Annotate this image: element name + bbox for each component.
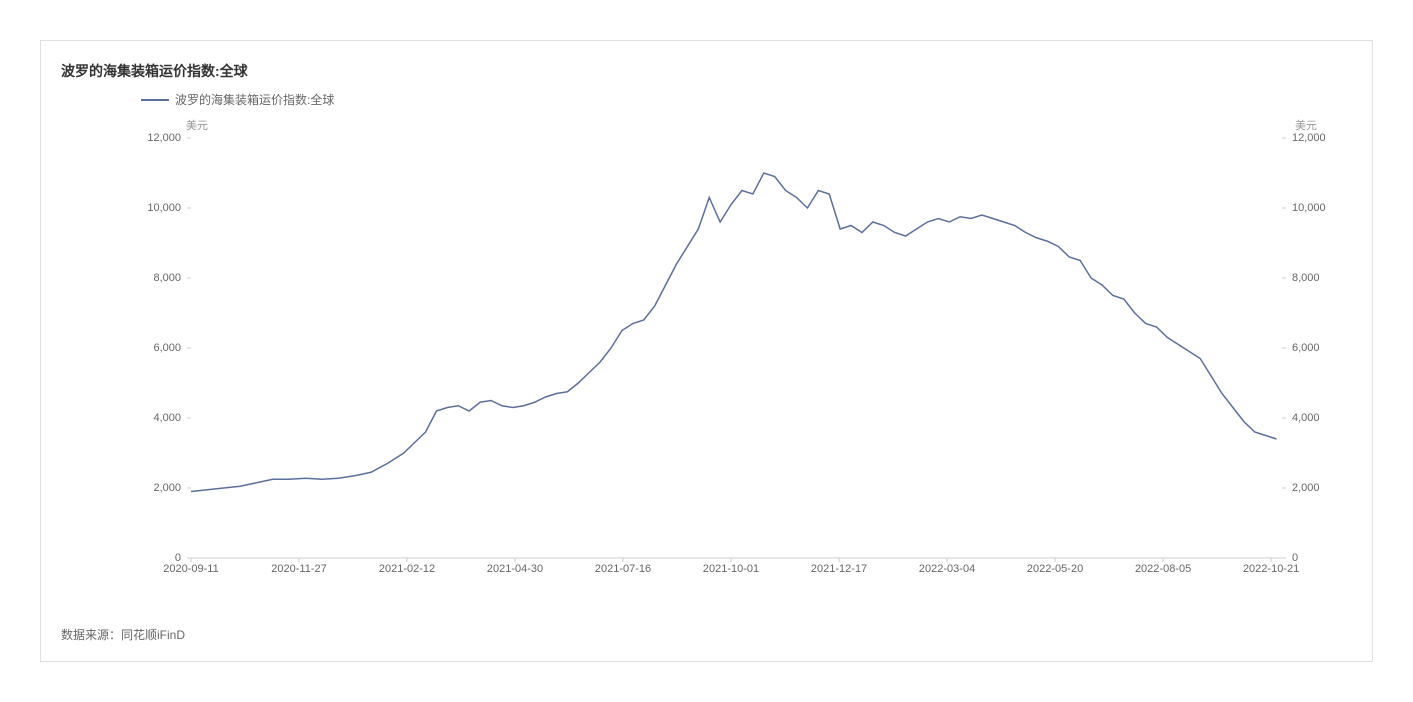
y-tick-label-right: 4,000 — [1292, 412, 1347, 424]
x-tick-label: 2020-09-11 — [163, 563, 218, 575]
plot-area: 02,0004,0006,0008,00010,00012,000 02,000… — [191, 138, 1282, 558]
y-tick-label-right: 6,000 — [1292, 342, 1347, 354]
y-axis-right: 02,0004,0006,0008,00010,00012,000 — [1287, 138, 1342, 558]
y-axis-unit-right: 美元 — [1295, 117, 1317, 133]
x-tick-label: 2020-11-27 — [271, 563, 326, 575]
y-tick-label-right: 2,000 — [1292, 482, 1347, 494]
y-tick-label-left: 12,000 — [126, 132, 181, 144]
chart-title: 波罗的海集装箱运价指数:全球 — [61, 61, 1342, 81]
x-tick-label: 2021-04-30 — [487, 563, 543, 575]
x-axis: 2020-09-112020-11-272021-02-122021-04-30… — [191, 563, 1282, 583]
x-tick-label: 2022-05-20 — [1027, 563, 1083, 575]
chart-svg — [191, 138, 1282, 558]
x-tick-label: 2021-12-17 — [811, 563, 867, 575]
legend-label: 波罗的海集装箱运价指数:全球 — [175, 91, 334, 108]
y-axis-left: 02,0004,0006,0008,00010,00012,000 — [126, 138, 186, 558]
y-tick-label-right: 12,000 — [1292, 132, 1347, 144]
series-line — [191, 173, 1277, 492]
y-tick-label-left: 10,000 — [126, 202, 181, 214]
legend-line-marker — [141, 99, 169, 101]
data-source: 数据来源：同花顺iFinD — [61, 626, 185, 643]
x-tick-label: 2022-08-05 — [1135, 563, 1191, 575]
x-tick-label: 2021-07-16 — [595, 563, 651, 575]
chart-container: 波罗的海集装箱运价指数:全球 波罗的海集装箱运价指数:全球 美元 美元 02,0… — [40, 40, 1373, 662]
x-tick-label: 2021-10-01 — [703, 563, 759, 575]
y-tick-label-left: 8,000 — [126, 272, 181, 284]
x-tick-label: 2022-03-04 — [919, 563, 975, 575]
y-tick-label-right: 10,000 — [1292, 202, 1347, 214]
y-tick-label-left: 2,000 — [126, 482, 181, 494]
y-tick-label-right: 8,000 — [1292, 272, 1347, 284]
y-tick-label-left: 6,000 — [126, 342, 181, 354]
legend: 波罗的海集装箱运价指数:全球 — [141, 91, 1342, 108]
y-axis-unit-left: 美元 — [186, 117, 208, 133]
y-tick-label-right: 0 — [1292, 552, 1347, 564]
y-tick-label-left: 4,000 — [126, 412, 181, 424]
x-tick-label: 2021-02-12 — [379, 563, 435, 575]
x-tick-label: 2022-10-21 — [1243, 563, 1299, 575]
